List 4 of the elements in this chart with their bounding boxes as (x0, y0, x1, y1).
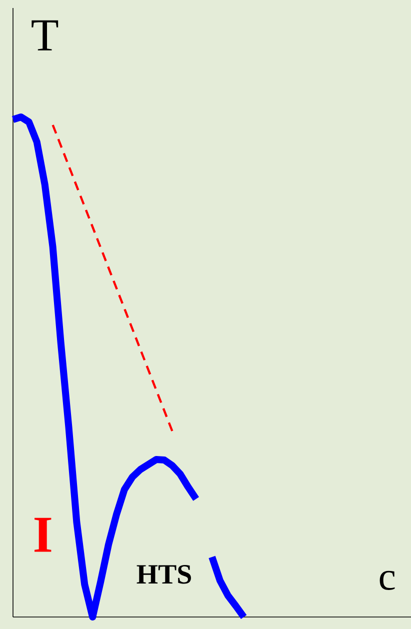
x-axis-title: c (380, 570, 395, 590)
y-axis-title: T (31, 20, 58, 50)
annotation: I (34, 518, 51, 552)
annotation: HTS (136, 564, 191, 584)
